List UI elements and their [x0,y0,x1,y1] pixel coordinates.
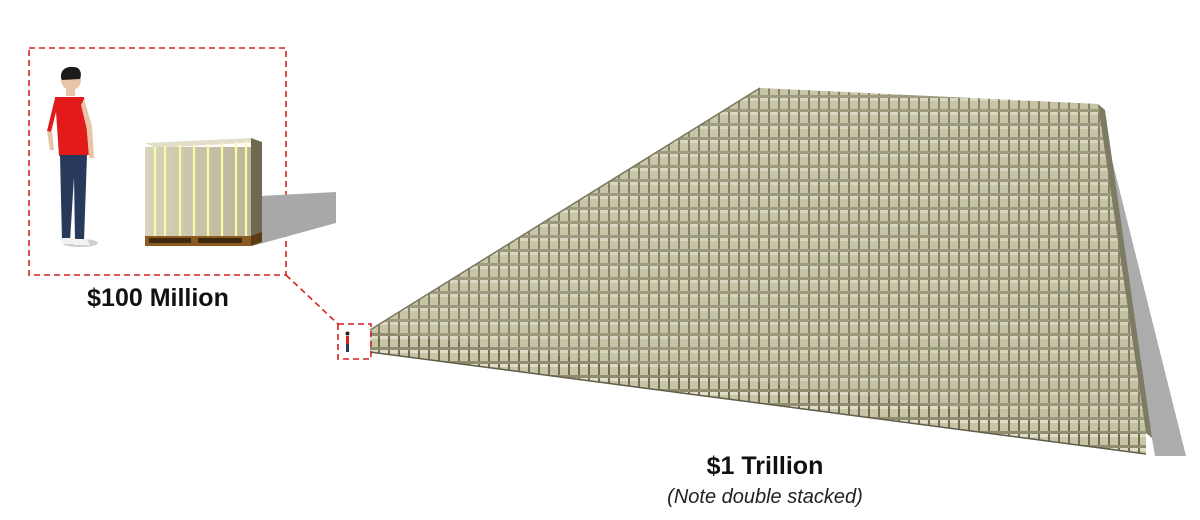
tiny-person-icon [345,331,350,352]
one-trillion-label: $1 Trillion [706,452,824,480]
field-front-face [370,330,1146,454]
field-edge-front [369,351,1147,455]
field-edge-left [369,87,761,331]
money-field-icon [369,87,1186,456]
person-icon [47,66,98,247]
double-stacked-note: (Note double stacked) [667,486,863,508]
callout-box-small [337,323,372,360]
money-pallet-icon [145,138,336,246]
callout-connector [285,274,339,325]
callout-box-large [28,47,287,276]
field-shadow [1096,112,1186,456]
field-right-face [1098,104,1152,438]
field-texture [370,88,1146,433]
hundred-million-label: $100 Million [87,284,229,312]
